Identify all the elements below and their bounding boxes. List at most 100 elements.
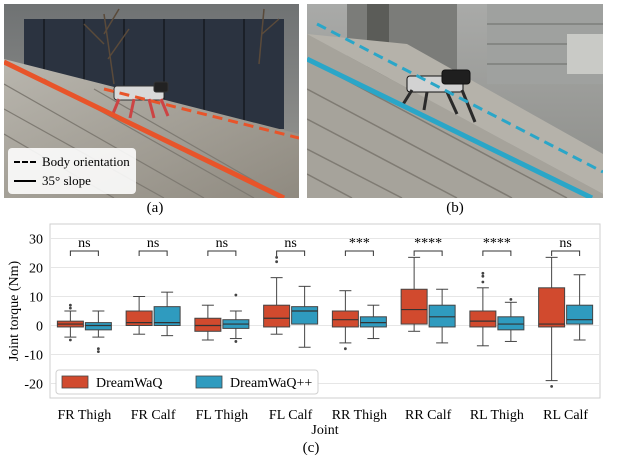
box-dreamwaqpp [497,298,525,342]
x-tick-label: FL Thigh [196,408,249,423]
outlier-point [234,340,238,343]
caption-a: (a) [146,200,164,216]
body-orientation-line-b [316,22,603,174]
y-axis-label: Joint torque (Nm) [7,261,22,362]
outlier-point [481,271,485,275]
x-tick-label: FL Calf [269,408,313,423]
box-iqr [497,316,525,331]
y-tick-label: -20 [24,378,43,393]
box-dreamwaqpp [291,285,319,348]
outlier-point [275,260,279,264]
box-dreamwaqpp [359,304,387,340]
photo-legend: Body orientation 35° slope [8,148,136,194]
box-iqr [84,322,112,331]
box-iqr [194,317,222,332]
outlier-point [275,255,279,259]
outlier-point [481,274,485,278]
plot-frame [49,223,601,399]
x-tick-label: FR Calf [131,408,176,423]
significance-bracket [69,250,99,256]
box-iqr [469,310,497,328]
outlier-point [96,347,100,351]
caption-c: (c) [302,440,320,456]
outlier-point [343,347,347,351]
outlier-point [68,303,72,307]
legend-row-slope: 35° slope [14,171,130,190]
outlier-point [509,298,513,301]
significance-bracket [413,250,443,256]
box-dreamwaqpp [84,310,112,353]
box-iqr [263,304,291,328]
box-iqr [400,288,428,325]
box-iqr [291,306,319,325]
significance-label: ns [147,236,159,251]
box-dreamwaqpp [153,291,181,337]
y-tick-label: 30 [29,233,43,248]
box-dreamwaq [469,271,497,347]
box-iqr [125,310,153,326]
legend-frame [55,369,319,395]
legend-row-body-orientation: Body orientation [14,152,130,171]
solid-line-icon [14,179,36,182]
y-tick-label: -10 [24,349,43,364]
outlier-point [68,306,72,310]
x-tick-label: RR Thigh [332,408,387,423]
box-iqr [331,310,359,328]
x-tick-label: RL Thigh [470,408,524,423]
box-iqr [153,306,181,326]
legend-swatch [61,375,89,389]
significance-bracket [276,250,306,256]
box-dreamwaq [194,304,222,341]
x-tick-label: FR Thigh [57,408,111,423]
significance-bracket [207,250,237,256]
box-dreamwaq [56,303,84,342]
legend-label: DreamWaQ++ [230,376,312,391]
box-dreamwaq [400,256,428,332]
outlier-point [550,385,554,388]
significance-bracket [551,250,581,256]
significance-bracket [344,250,374,256]
significance-label: ns [78,236,90,251]
box-iqr [428,304,456,328]
y-tick-label: 0 [36,320,43,335]
caption-b: (b) [446,200,464,216]
significance-bracket [482,250,512,256]
box-iqr [566,304,594,325]
legend-label-body-orientation: Body orientation [42,154,130,169]
box-iqr [359,316,387,328]
box-dreamwaq [125,296,153,335]
box-dreamwaq [538,256,566,388]
box-dreamwaqpp [566,274,594,341]
slope-photo-b [307,4,603,198]
slope-line-b [307,56,594,198]
legend-swatch [195,375,223,389]
outlier-point [481,280,485,284]
box-iqr [538,287,566,328]
legend-label-slope: 35° slope [42,173,91,188]
outlier-point [68,338,72,342]
box-dreamwaq [331,290,359,351]
significance-bracket [138,250,168,256]
box-dreamwaqpp [428,288,456,344]
box-dreamwaq [263,255,291,335]
outlier-point [234,293,238,297]
x-tick-label: RR Calf [405,408,452,423]
significance-label: *** [349,236,370,251]
outlier-point [96,350,100,353]
significance-label: **** [483,236,511,251]
slope-line [4,59,286,198]
significance-label: ns [559,236,571,251]
x-tick-label: RL Calf [543,408,588,423]
significance-label: ns [216,236,228,251]
y-tick-label: 20 [29,262,43,277]
significance-label: ns [284,236,296,251]
body-orientation-line [103,87,299,140]
photo-panel-b [307,4,603,198]
y-tick-label: 10 [29,291,43,306]
dashed-line-icon [14,160,36,163]
x-axis-label: Joint [311,423,338,438]
significance-label: **** [414,236,442,251]
chart-legend: DreamWaQ DreamWaQ++ [55,369,319,395]
legend-label: DreamWaQ [96,376,163,391]
